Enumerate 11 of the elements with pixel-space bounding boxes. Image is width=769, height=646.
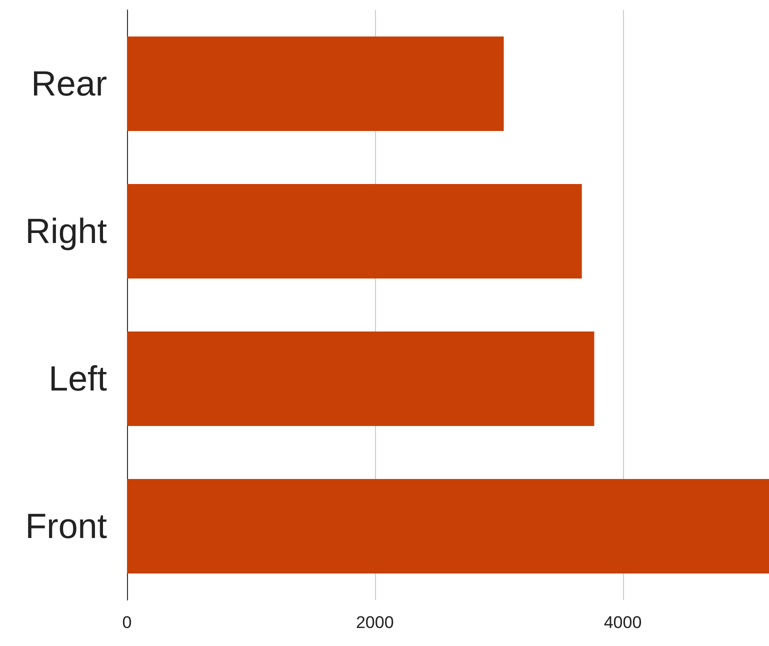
bar <box>127 479 769 574</box>
bar <box>127 36 504 131</box>
y-tick-label: Rear <box>31 64 108 104</box>
y-tick-label: Right <box>25 212 108 251</box>
x-tick-label: 4000 <box>604 613 642 632</box>
y-tick-label: Front <box>25 506 108 546</box>
bar <box>127 184 582 278</box>
x-tick-label: 0 <box>122 613 132 632</box>
bar <box>127 332 594 426</box>
x-tick-label: 2000 <box>356 613 394 632</box>
y-tick-label: Left <box>48 359 108 398</box>
